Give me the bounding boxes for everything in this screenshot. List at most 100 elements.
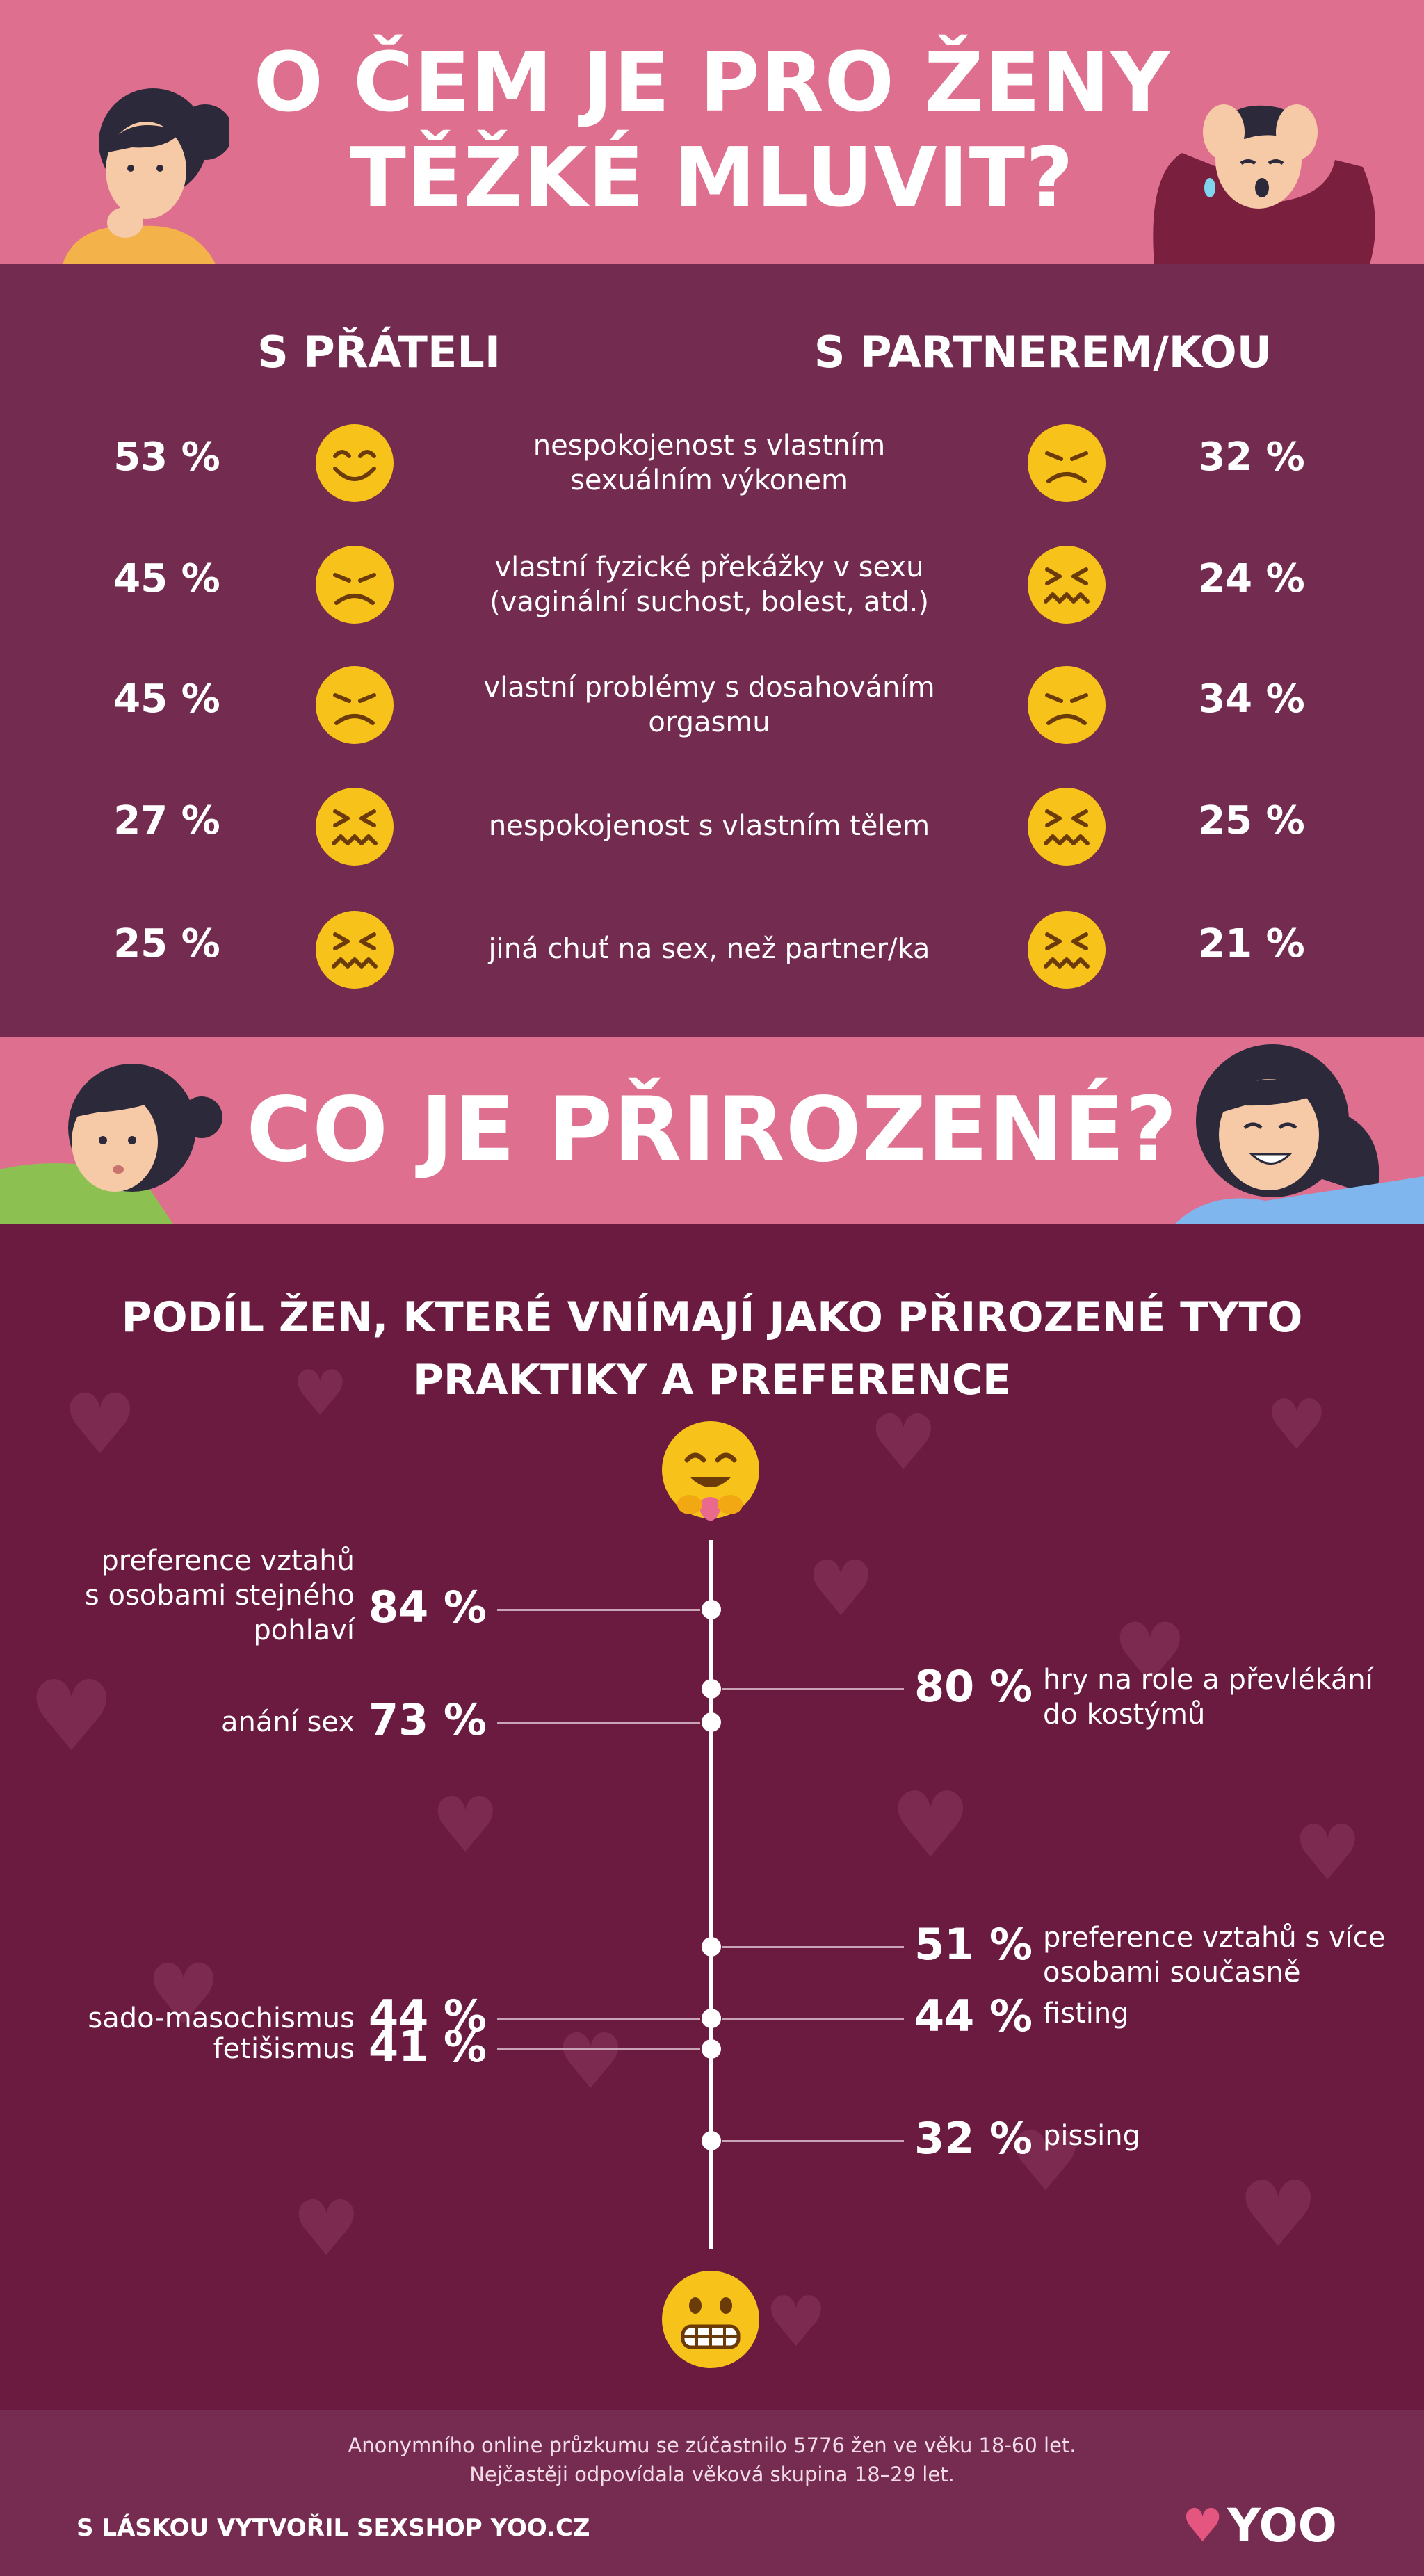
chart-category-label-line: anání sex xyxy=(221,1706,355,1738)
header-1: O ČEM JE PRO ŽENY TĚŽKÉ MLUVIT? xyxy=(0,0,1424,264)
confounded-face-icon xyxy=(1026,909,1107,990)
heart-decoration-icon: ♥ xyxy=(292,2184,361,2273)
stressed-man-illustration xyxy=(1153,104,1375,264)
heart-decoration-icon: ♥ xyxy=(431,1781,500,1870)
chart-question-line-2: PRAKTIKY A PREFERENCE xyxy=(412,1356,1012,1404)
chart-value-label: 84 % xyxy=(369,1582,487,1633)
heart-decoration-icon: ♥ xyxy=(1008,2114,1083,2210)
heart-decoration-icon: ♥ xyxy=(1265,1384,1328,1466)
topic-description-line: nespokojenost s vlastním tělem xyxy=(488,810,930,842)
chart-category-label-line: preference vztahů s více xyxy=(1043,1922,1386,1954)
topic-description-line: sexuálním výkonem xyxy=(569,464,849,496)
chart-point xyxy=(702,1678,721,1699)
talk-difficulty-section: S PŘÁTELI S PARTNEREM/KOU 53 % nespokojen… xyxy=(0,264,1424,1037)
logo-text: YOO xyxy=(1227,2499,1337,2552)
chart-value-label: 44 % xyxy=(914,1991,1033,2041)
partner-percent: 21 % xyxy=(1198,921,1305,966)
chart-category-label-line: do kostýmů xyxy=(1043,1698,1206,1731)
heart-decoration-icon: ♥ xyxy=(1293,1808,1362,1897)
chart-connector xyxy=(497,1721,700,1724)
header-title-line-1: O ČEM JE PRO ŽENY xyxy=(253,34,1171,130)
chart-category-label-line: preference vztahů xyxy=(101,1545,355,1577)
column-header-partner: S PARTNEREM/KOU xyxy=(814,327,1272,378)
chart-question-line-1: PODÍL ŽEN, KTERÉ VNÍMAJÍ JAKO PŘIROZENÉ … xyxy=(121,1293,1303,1342)
topic-description: vlastní fyzické překážky v sexu (vagináln… xyxy=(459,550,960,619)
chart-value-label: 73 % xyxy=(369,1694,487,1745)
confounded-face-icon xyxy=(314,786,395,867)
footer-credit: S LÁSKOU VYTVOŘIL SEXSHOP YOO.CZ xyxy=(76,2514,590,2542)
partner-percent: 25 % xyxy=(1198,798,1305,843)
chart-category-label-line: pohlaví xyxy=(253,1614,355,1646)
laughing-woman-illustration xyxy=(1175,1044,1424,1224)
chart-point xyxy=(702,1712,721,1732)
chart-connector xyxy=(722,2140,904,2143)
footer: Anonymního online průzkumu se zúčastnilo… xyxy=(0,2410,1424,2576)
chart-value-label: 41 % xyxy=(369,2021,487,2073)
comparison-row: 45 % vlastní fyzické překážky v sexu (vagi… xyxy=(0,532,1424,636)
heart-decoration-icon: ♥ xyxy=(556,2017,625,2106)
topic-description: jiná chuť na sex, než partner/ka xyxy=(459,932,960,966)
unhappy-face-icon xyxy=(314,544,395,625)
chart-point xyxy=(702,1600,721,1619)
chart-connector xyxy=(497,2018,700,2020)
yoo-logo[interactable]: ♥YOO xyxy=(1182,2499,1337,2552)
heart-decoration-icon: ♥ xyxy=(807,1544,875,1633)
chart-category-label-line: hry na role a převlékání xyxy=(1043,1663,1373,1696)
topic-description-line: orgasmu xyxy=(648,706,770,738)
topic-description-line: vlastní problémy s dosahováním xyxy=(483,672,935,704)
curious-woman-illustration xyxy=(0,1064,222,1224)
chart-question: PODÍL ŽEN, KTERÉ VNÍMAJÍ JAKO PŘIROZENÉ … xyxy=(0,1286,1424,1411)
topic-description-line: jiná chuť na sex, než partner/ka xyxy=(488,933,930,965)
friends-percent: 45 % xyxy=(113,677,220,722)
heart-decoration-icon: ♥ xyxy=(1238,2162,1319,2267)
chart-category-label: fisting xyxy=(1043,1996,1129,2031)
chart-value-label: 32 % xyxy=(914,2113,1033,2164)
chart-category-label-line: pissing xyxy=(1043,2120,1141,2153)
chart-value-label: 80 % xyxy=(914,1660,1033,1712)
confounded-face-icon xyxy=(314,909,395,990)
topic-description: nespokojenost s vlastním tělem xyxy=(459,809,960,843)
topic-description-line: (vaginální suchost, bolest, atd.) xyxy=(490,586,929,618)
chart-category-label: anání sex xyxy=(221,1705,355,1740)
chart-connector xyxy=(497,1609,700,1611)
partner-percent: 24 % xyxy=(1198,556,1305,601)
unhappy-face-icon xyxy=(1026,665,1107,745)
friends-percent: 53 % xyxy=(113,435,220,480)
heart-decoration-icon: ♥ xyxy=(890,1772,971,1878)
friends-percent: 27 % xyxy=(113,798,220,843)
survey-note-line-1: Anonymního online průzkumu se zúčastnilo… xyxy=(348,2433,1076,2457)
partner-percent: 34 % xyxy=(1198,677,1305,722)
thinking-woman-illustration xyxy=(63,88,229,264)
chart-category-label: fetišismus xyxy=(213,2032,355,2066)
chart-point xyxy=(702,2009,721,2028)
topic-description-line: vlastní fyzické překážky v sexu xyxy=(494,551,924,583)
confounded-face-icon xyxy=(1026,544,1107,625)
chart-connector xyxy=(722,2018,904,2020)
partner-percent: 32 % xyxy=(1198,435,1305,480)
chart-value-label: 44 % xyxy=(369,1991,487,2041)
header-2-title: CO JE PŘIROZENÉ? xyxy=(246,1078,1178,1182)
chart-category-label: preference vztahů s osobami stejného pohla… xyxy=(85,1544,355,1648)
heart-decoration-icon: ♥ xyxy=(869,1398,938,1487)
topic-description: vlastní problémy s dosahováním orgasmu xyxy=(459,670,960,740)
chart-category-label-line: s osobami stejného xyxy=(84,1580,355,1612)
header-2: CO JE PŘIROZENÉ? xyxy=(0,1037,1424,1224)
unhappy-face-icon xyxy=(1026,423,1107,503)
naturalness-section: ♥ ♥ ♥ ♥ ♥ ♥ ♥ ♥ ♥ ♥ ♥ ♥ ♥ ♥ ♥ ♥ PODÍL ŽE… xyxy=(0,1224,1424,2410)
chart-axis xyxy=(709,1540,713,2249)
chart-point xyxy=(702,1937,721,1957)
chart-category-label: pissing xyxy=(1043,2119,1140,2153)
heart-decoration-icon: ♥ xyxy=(146,1947,221,2043)
grimacing-face-icon xyxy=(662,2271,759,2368)
comparison-row: 27 % nespokojenost s vlastním tělem 25 % xyxy=(0,774,1424,878)
comparison-row: 53 % nespokojenost s vlastním sexuálním vý… xyxy=(0,410,1424,515)
heart-decoration-icon: ♥ xyxy=(63,1377,138,1473)
heart-decoration-icon: ♥ xyxy=(292,1357,348,1430)
chart-category-label: preference vztahů s více osobami současně xyxy=(1043,1920,1385,1990)
chart-category-label: sado-masochismus xyxy=(88,2001,355,2036)
chart-point xyxy=(702,2039,721,2059)
unhappy-face-icon xyxy=(314,665,395,745)
chart-connector xyxy=(722,1687,904,1690)
friends-percent: 25 % xyxy=(113,921,220,966)
chart-category-label: hry na role a převlékání do kostýmů xyxy=(1043,1662,1373,1732)
